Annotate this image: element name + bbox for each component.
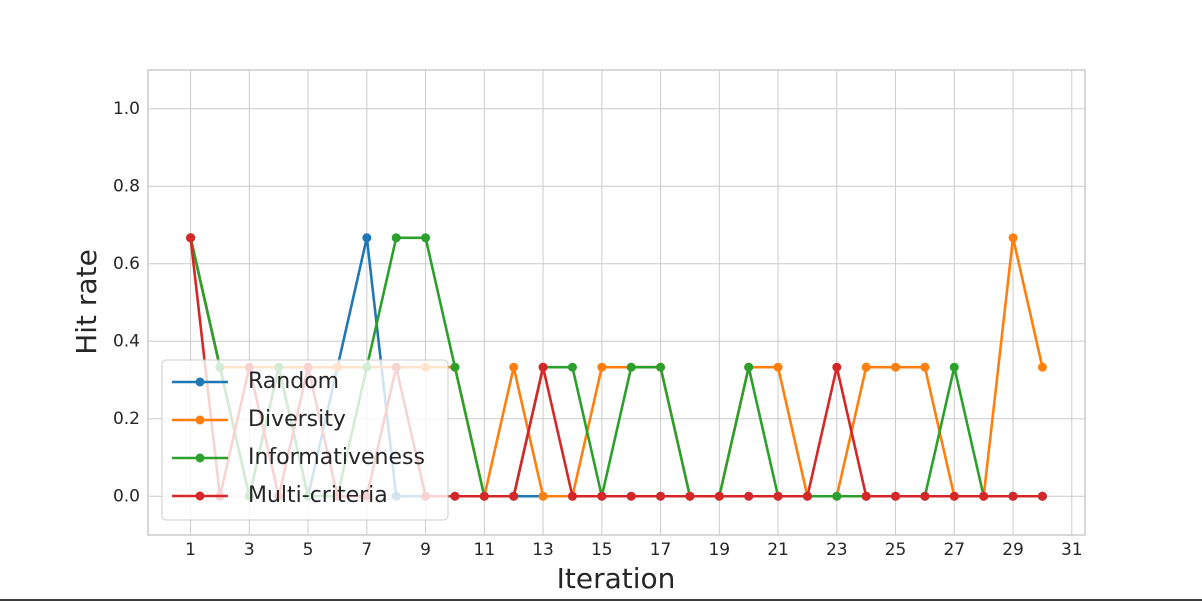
x-tick-label: 17 bbox=[650, 540, 672, 560]
data-point bbox=[656, 362, 666, 372]
y-tick-label: 1.0 bbox=[113, 99, 140, 119]
data-point bbox=[949, 491, 959, 501]
y-tick-label: 0.0 bbox=[113, 486, 140, 506]
plot-frame bbox=[147, 69, 1086, 536]
data-point bbox=[920, 491, 930, 501]
data-point bbox=[744, 491, 754, 501]
data-point bbox=[1008, 233, 1018, 243]
data-point bbox=[450, 362, 460, 372]
data-point bbox=[479, 491, 489, 501]
data-point bbox=[802, 491, 812, 501]
data-point bbox=[685, 491, 695, 501]
y-axis-label: Hit rate bbox=[70, 249, 103, 355]
x-tick-label: 21 bbox=[767, 540, 789, 560]
data-point bbox=[626, 491, 636, 501]
legend-label: Random bbox=[248, 369, 339, 394]
data-point bbox=[362, 233, 372, 243]
data-point bbox=[949, 362, 959, 372]
legend-label: Diversity bbox=[248, 407, 346, 432]
data-point bbox=[1037, 362, 1047, 372]
legend-marker bbox=[195, 453, 205, 463]
data-point bbox=[891, 362, 901, 372]
x-tick-label: 13 bbox=[532, 540, 554, 560]
x-tick-label: 19 bbox=[708, 540, 730, 560]
y-tick-label: 0.4 bbox=[113, 331, 140, 351]
x-tick-label: 7 bbox=[361, 540, 372, 560]
x-axis-label: Iteration bbox=[557, 562, 676, 595]
data-point bbox=[597, 491, 607, 501]
y-tick-label: 0.2 bbox=[113, 409, 140, 429]
x-tick-label: 23 bbox=[826, 540, 848, 560]
data-point bbox=[567, 362, 577, 372]
data-point bbox=[538, 491, 548, 501]
data-point bbox=[744, 362, 754, 372]
data-point bbox=[656, 491, 666, 501]
data-point bbox=[509, 362, 519, 372]
data-point bbox=[773, 362, 783, 372]
x-tick-label: 11 bbox=[474, 540, 496, 560]
data-point bbox=[979, 491, 989, 501]
y-tick-label: 0.6 bbox=[113, 254, 140, 274]
x-tick-label: 3 bbox=[244, 540, 255, 560]
x-tick-label: 27 bbox=[943, 540, 965, 560]
data-point bbox=[1037, 491, 1047, 501]
data-point bbox=[861, 491, 871, 501]
legend-box bbox=[161, 359, 449, 521]
data-point bbox=[832, 362, 842, 372]
legend-label: Multi-criteria bbox=[248, 483, 388, 508]
data-point bbox=[832, 491, 842, 501]
legend-marker bbox=[195, 415, 205, 425]
data-point bbox=[538, 362, 548, 372]
data-point bbox=[421, 233, 431, 243]
x-tick-label: 1 bbox=[185, 540, 196, 560]
x-tick-label: 15 bbox=[591, 540, 613, 560]
data-point bbox=[891, 491, 901, 501]
x-tick-label: 5 bbox=[303, 540, 314, 560]
x-tick-label: 25 bbox=[885, 540, 907, 560]
y-tick-label: 0.8 bbox=[113, 176, 140, 196]
data-point bbox=[920, 362, 930, 372]
data-point bbox=[597, 362, 607, 372]
data-point bbox=[450, 491, 460, 501]
data-point bbox=[391, 233, 401, 243]
data-point bbox=[567, 491, 577, 501]
x-tick-label: 9 bbox=[420, 540, 431, 560]
legend-marker bbox=[195, 377, 205, 387]
data-point bbox=[626, 362, 636, 372]
data-point bbox=[1008, 491, 1018, 501]
x-tick-label: 31 bbox=[1061, 540, 1083, 560]
data-point bbox=[186, 233, 196, 243]
data-point bbox=[861, 362, 871, 372]
data-point bbox=[773, 491, 783, 501]
legend-label: Informativeness bbox=[248, 445, 425, 470]
x-tick-label: 29 bbox=[1002, 540, 1024, 560]
data-point bbox=[509, 491, 519, 501]
data-point bbox=[714, 491, 724, 501]
legend-marker bbox=[195, 491, 205, 501]
